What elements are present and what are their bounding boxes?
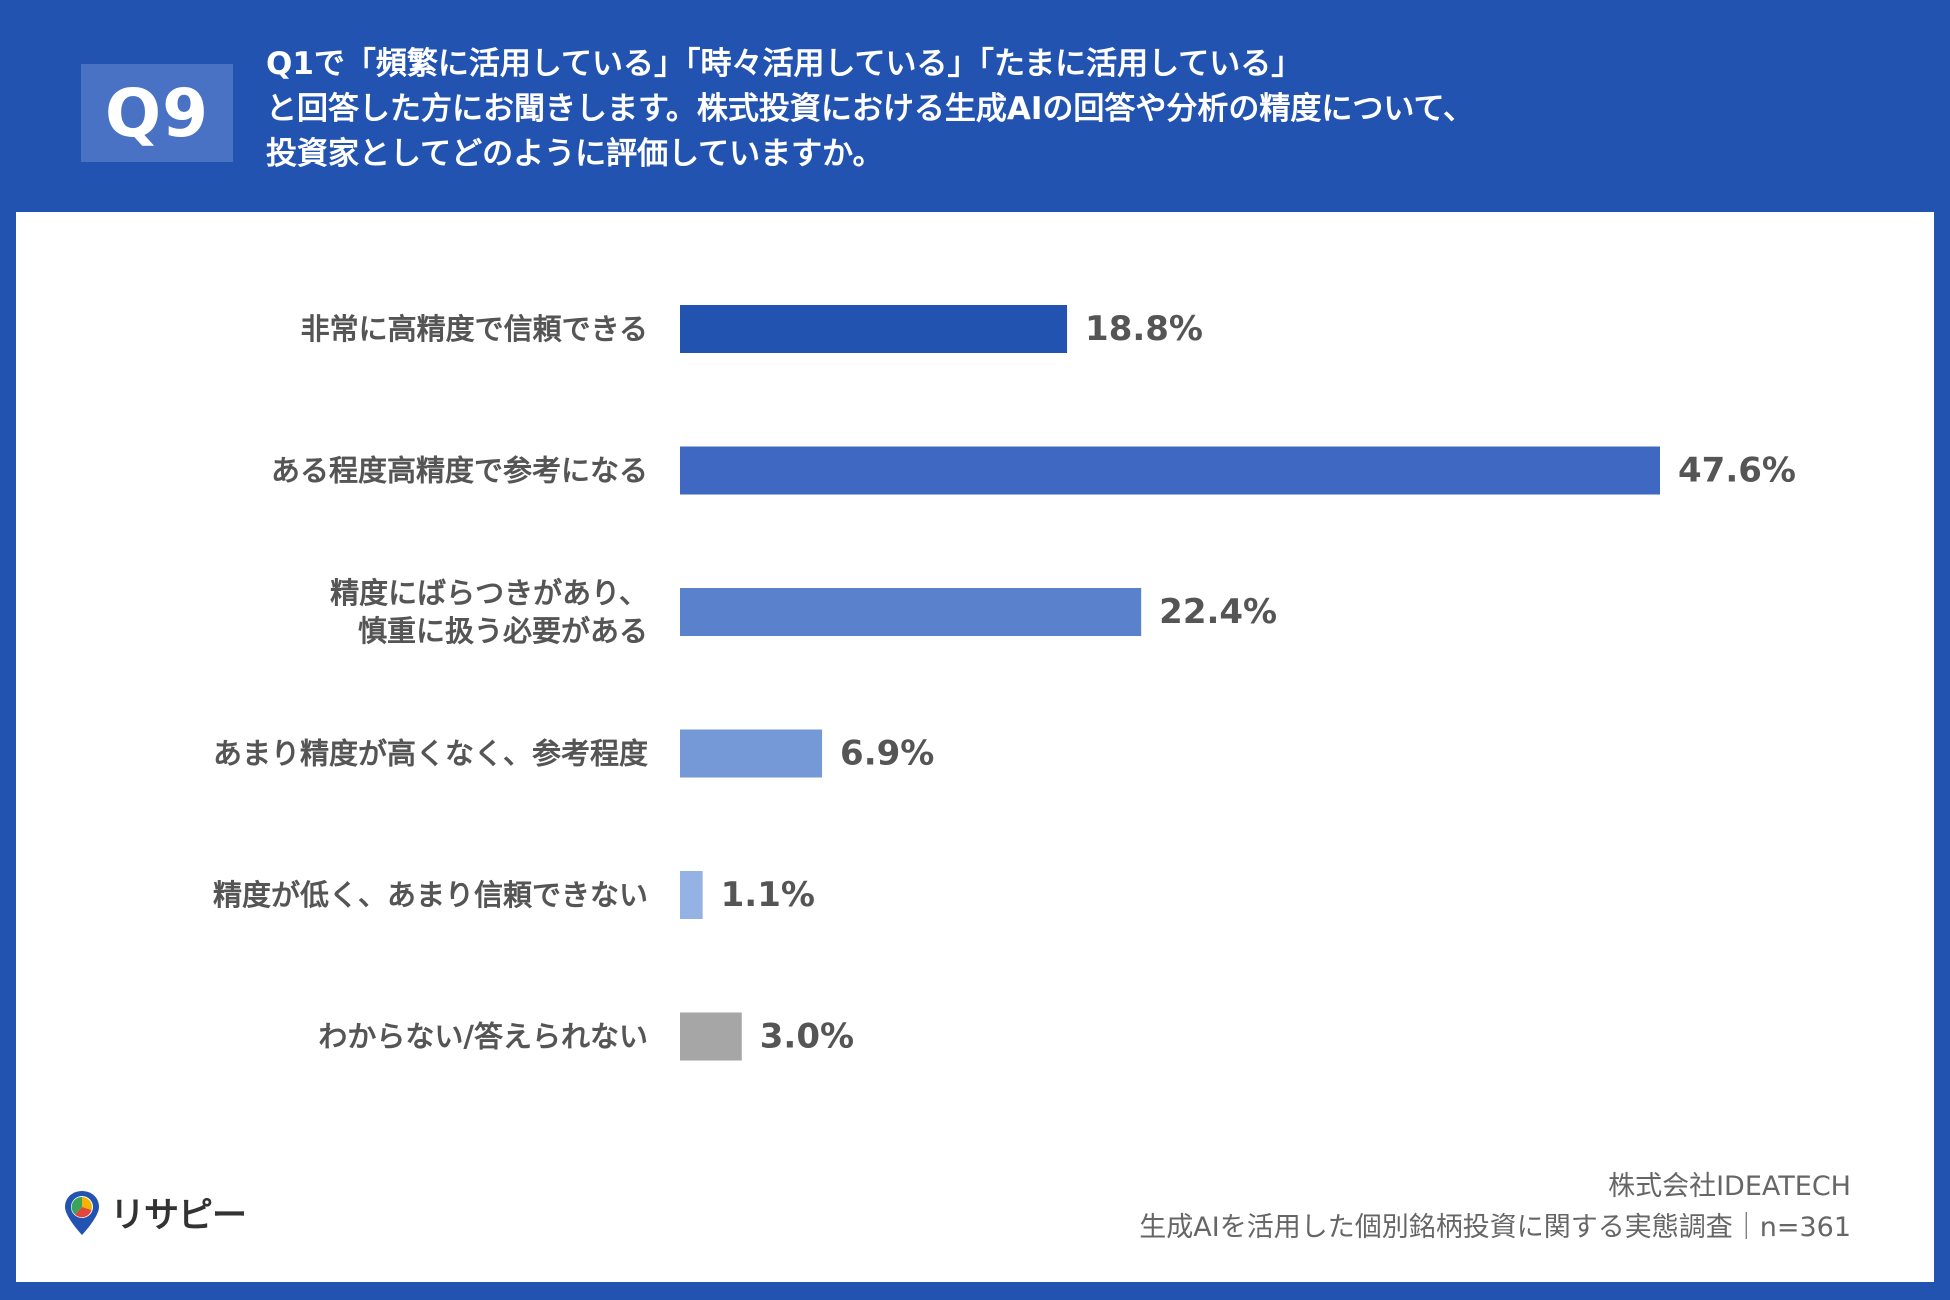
question-text: Q1で「頻繁に活用している」「時々活用している」「たまに活用している」 と回答し… [266, 42, 1866, 177]
category-label: わからない/答えられない [318, 1020, 648, 1054]
value-label: 3.0% [760, 1017, 854, 1057]
header: Q9 Q1で「頻繁に活用している」「時々活用している」「たまに活用している」 と… [0, 0, 1950, 210]
logo-text: リサピー [110, 1196, 247, 1236]
category-label: 精度が低く、あまり信頼できない [213, 878, 648, 912]
map-pin-pie-icon [65, 1190, 99, 1235]
logo: リサピー [62, 1187, 247, 1238]
category-label: ある程度高精度で参考になる [271, 454, 648, 488]
question-line: Q1で「頻繁に活用している」「時々活用している」「たまに活用している」 [266, 46, 1303, 82]
bar [680, 588, 1142, 636]
question-number-badge: Q9 [81, 64, 233, 162]
question-line: 投資家としてどのように評価していますか。 [266, 136, 884, 172]
footer-survey: 生成AIを活用した個別銘柄投資に関する実態調査｜n=361 [1139, 1212, 1851, 1243]
chart-panel: 非常に高精度で信頼できる 18.8% ある程度高精度で参考になる 47.6% 精度にばら… [16, 212, 1934, 1282]
category-label: 精度にばらつきがあり、 [330, 576, 648, 610]
category-label: あまり精度が高くなく、参考程度 [213, 737, 648, 771]
bar-chart: 非常に高精度で信頼できる 18.8% ある程度高精度で参考になる 47.6% 精度にばら… [213, 305, 1796, 1061]
bar [680, 1012, 742, 1061]
footer: 株式会社IDEATECH 生成AIを活用した個別銘柄投資に関する実態調査｜n=3… [1139, 1166, 1851, 1248]
bar [680, 305, 1068, 353]
question-line: と回答した方にお聞きします。株式投資における生成AIの回答や分析の精度について、 [266, 91, 1474, 127]
value-label: 1.1% [721, 875, 815, 915]
category-label: 慎重に扱う必要がある [358, 614, 648, 648]
category-label: 非常に高精度で信頼できる [301, 312, 648, 346]
value-label: 47.6% [1678, 451, 1796, 491]
value-label: 18.8% [1085, 309, 1203, 349]
value-label: 6.9% [840, 734, 934, 774]
bar [680, 446, 1660, 495]
bar [680, 729, 823, 778]
bar [680, 871, 703, 919]
value-label: 22.4% [1159, 592, 1277, 632]
footer-company: 株式会社IDEATECH [1608, 1171, 1851, 1202]
